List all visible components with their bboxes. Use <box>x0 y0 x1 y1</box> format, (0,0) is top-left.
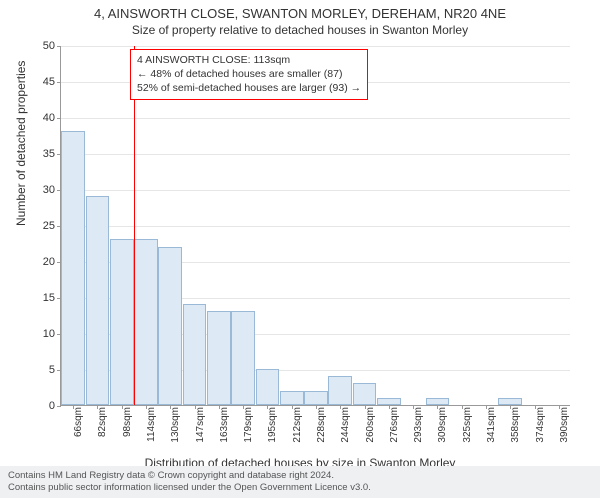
histogram-bar <box>231 311 255 405</box>
y-tick-label: 10 <box>43 328 61 340</box>
histogram-bar <box>110 239 134 405</box>
gridline <box>61 46 570 47</box>
gridline <box>61 226 570 227</box>
x-tick-label: 293sqm <box>413 405 424 443</box>
x-tick-label: 130sqm <box>170 405 181 443</box>
histogram-bar <box>498 398 522 405</box>
histogram-bar <box>86 196 110 405</box>
x-tick-label: 325sqm <box>462 405 473 443</box>
annotation-line: 52% of semi-detached houses are larger (… <box>137 81 361 95</box>
y-tick-label: 20 <box>43 256 61 268</box>
x-tick-label: 212sqm <box>292 405 303 443</box>
x-tick-label: 114sqm <box>146 405 157 442</box>
chart-title-sub: Size of property relative to detached ho… <box>0 21 600 39</box>
histogram-bar <box>61 131 85 405</box>
histogram-bar <box>304 391 328 405</box>
y-tick-label: 25 <box>43 220 61 232</box>
footer-line-1: Contains HM Land Registry data © Crown c… <box>8 470 592 482</box>
x-tick-label: 390sqm <box>559 405 570 443</box>
x-tick-label: 309sqm <box>437 405 448 443</box>
histogram-bar <box>377 398 401 405</box>
plot-region: 0510152025303540455066sqm82sqm98sqm114sq… <box>60 46 570 406</box>
x-tick-label: 260sqm <box>365 405 376 443</box>
footer-line-2: Contains public sector information licen… <box>8 482 592 494</box>
y-tick-label: 0 <box>49 400 61 412</box>
x-tick-label: 98sqm <box>122 405 133 437</box>
y-tick-label: 35 <box>43 148 61 160</box>
chart-title-main: 4, AINSWORTH CLOSE, SWANTON MORLEY, DERE… <box>0 0 600 21</box>
x-tick-label: 147sqm <box>195 405 206 443</box>
y-tick-label: 30 <box>43 184 61 196</box>
histogram-bar <box>134 239 158 405</box>
chart-area: 0510152025303540455066sqm82sqm98sqm114sq… <box>60 46 570 406</box>
y-tick-label: 5 <box>49 364 61 376</box>
y-axis-label: Number of detached properties <box>14 61 28 226</box>
x-tick-label: 179sqm <box>243 405 254 443</box>
histogram-bar <box>256 369 280 405</box>
x-tick-label: 228sqm <box>316 405 327 443</box>
histogram-bar <box>426 398 450 405</box>
annotation-line: ← 48% of detached houses are smaller (87… <box>137 67 361 81</box>
x-tick-label: 358sqm <box>510 405 521 443</box>
gridline <box>61 118 570 119</box>
reference-line <box>134 46 135 405</box>
histogram-bar <box>207 311 231 405</box>
x-tick-label: 195sqm <box>267 405 278 443</box>
y-tick-label: 45 <box>43 76 61 88</box>
y-tick-label: 50 <box>43 40 61 52</box>
histogram-bar <box>158 247 182 405</box>
x-tick-label: 276sqm <box>389 405 400 443</box>
y-tick-label: 40 <box>43 112 61 124</box>
histogram-bar <box>280 391 304 405</box>
annotation-box: 4 AINSWORTH CLOSE: 113sqm← 48% of detach… <box>130 49 368 100</box>
x-tick-label: 374sqm <box>535 405 546 443</box>
histogram-bar <box>183 304 207 405</box>
gridline <box>61 154 570 155</box>
gridline <box>61 190 570 191</box>
footer-attribution: Contains HM Land Registry data © Crown c… <box>0 466 600 498</box>
x-tick-label: 163sqm <box>219 405 230 443</box>
x-tick-label: 82sqm <box>97 405 108 437</box>
histogram-bar <box>328 376 352 405</box>
annotation-line: 4 AINSWORTH CLOSE: 113sqm <box>137 53 361 67</box>
x-tick-label: 341sqm <box>486 405 497 443</box>
x-tick-label: 66sqm <box>73 405 84 437</box>
x-tick-label: 244sqm <box>340 405 351 443</box>
y-tick-label: 15 <box>43 292 61 304</box>
histogram-bar <box>353 383 377 405</box>
